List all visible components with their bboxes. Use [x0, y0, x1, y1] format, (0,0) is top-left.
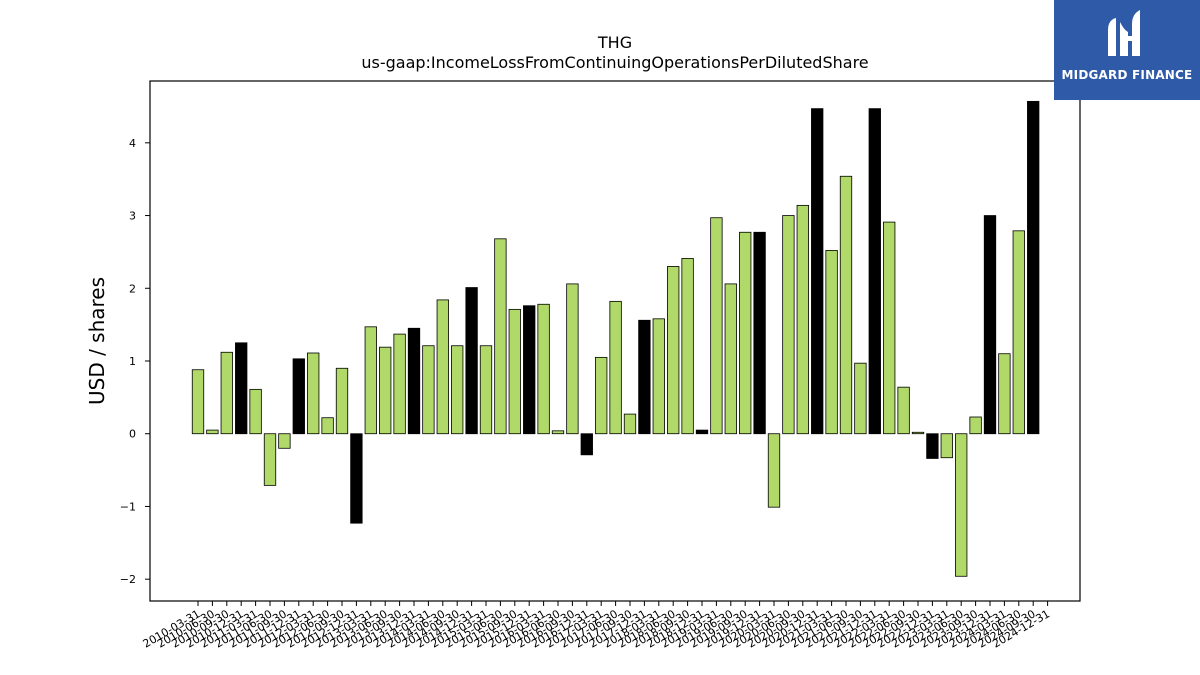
y-tick-label: −1 [120, 500, 136, 513]
bar-2017-03-31 [595, 356, 608, 435]
bar-2016-03-31 [537, 303, 550, 435]
bar-2023-06-30 [955, 433, 968, 577]
bar-2010-09-30 [220, 351, 233, 435]
bar-2012-03-31 [307, 352, 320, 435]
bar-2018-12-31 [695, 429, 709, 435]
bar-2020-03-31 [767, 433, 781, 508]
bar-2024-09-30 [1027, 100, 1040, 435]
bar-2021-09-30 [854, 362, 867, 435]
bar-2013-06-30 [379, 346, 392, 435]
bar-2020-09-30 [796, 204, 809, 435]
bar-2020-06-30 [782, 215, 795, 435]
bar-2022-06-30 [897, 386, 910, 435]
bar-2017-12-31 [638, 319, 651, 435]
bar-2019-09-30 [739, 231, 752, 435]
y-tick-label: 0 [129, 428, 136, 441]
bar-2012-12-31 [350, 433, 363, 524]
bar-2010-12-31 [235, 342, 248, 435]
bar-2014-09-30 [451, 345, 464, 435]
bar-2015-06-30 [494, 238, 507, 435]
bar-2023-03-31 [940, 433, 953, 459]
bar-2011-03-31 [249, 388, 262, 435]
bar-2013-03-31 [364, 326, 377, 435]
bar-2012-09-30 [335, 367, 349, 435]
bar-2014-12-31 [465, 287, 478, 435]
bar-2015-03-31 [479, 345, 493, 435]
bar-2016-06-30 [551, 430, 565, 435]
bar-2019-06-30 [724, 283, 737, 435]
bar-2019-12-31 [753, 231, 766, 435]
bar-2022-03-31 [883, 221, 896, 435]
bar-2010-06-30 [206, 429, 219, 435]
bar-2022-09-30 [911, 431, 925, 435]
chart-subtitle: us-gaap:IncomeLossFromContinuingOperatio… [361, 53, 868, 72]
bar-2016-09-30 [566, 283, 579, 435]
y-ticks: −2 −1 0 1 2 3 4 [120, 137, 150, 586]
bar-2020-12-31 [811, 108, 824, 435]
bar-2015-12-31 [523, 305, 536, 435]
y-tick-label: 2 [129, 282, 136, 295]
bar-2017-06-30 [609, 300, 622, 435]
bar-2021-06-30 [839, 175, 853, 435]
bar-2016-12-31 [580, 433, 593, 456]
y-tick-label: 1 [129, 355, 136, 368]
bar-2011-12-31 [292, 358, 305, 435]
x-ticks: 2010-03-312010-06-302010-09-302010-12-31… [141, 601, 1052, 651]
bar-2014-06-30 [436, 299, 449, 435]
brand-logo: MIDGARD FINANCE [1054, 0, 1200, 100]
bar-2018-03-31 [652, 318, 665, 435]
bar-2019-03-31 [710, 217, 723, 435]
bar-2018-09-30 [681, 258, 694, 435]
y-axis-label: USD / shares [85, 277, 109, 405]
mh-monogram-icon [1108, 10, 1140, 56]
bar-2018-06-30 [667, 266, 680, 435]
y-tick-label: −2 [120, 573, 136, 586]
bar-2013-12-31 [407, 327, 421, 435]
y-tick-label: 4 [129, 137, 136, 150]
bar-2010-03-31 [191, 369, 205, 435]
bar-2014-03-31 [422, 345, 435, 435]
bar-2011-06-30 [263, 433, 277, 486]
bar-2021-03-31 [825, 250, 838, 435]
bar-2024-03-31 [998, 353, 1011, 435]
bar-2022-12-31 [926, 433, 939, 459]
plot-frame [149, 80, 1081, 602]
bar-2013-09-30 [393, 333, 406, 435]
bar-2023-12-31 [983, 215, 997, 435]
bar-2024-06-30 [1012, 230, 1025, 435]
bars-layer [191, 100, 1040, 577]
bar-2015-09-30 [508, 308, 521, 435]
bar-2023-09-30 [969, 416, 982, 435]
bar-2017-09-30 [623, 413, 637, 435]
bar-2021-12-31 [868, 108, 881, 435]
bar-2011-09-30 [278, 433, 291, 449]
bar-2012-06-30 [321, 417, 334, 435]
y-tick-label: 3 [129, 210, 136, 223]
brand-name: MIDGARD FINANCE [1061, 68, 1193, 82]
chart-title: THG [597, 33, 632, 52]
